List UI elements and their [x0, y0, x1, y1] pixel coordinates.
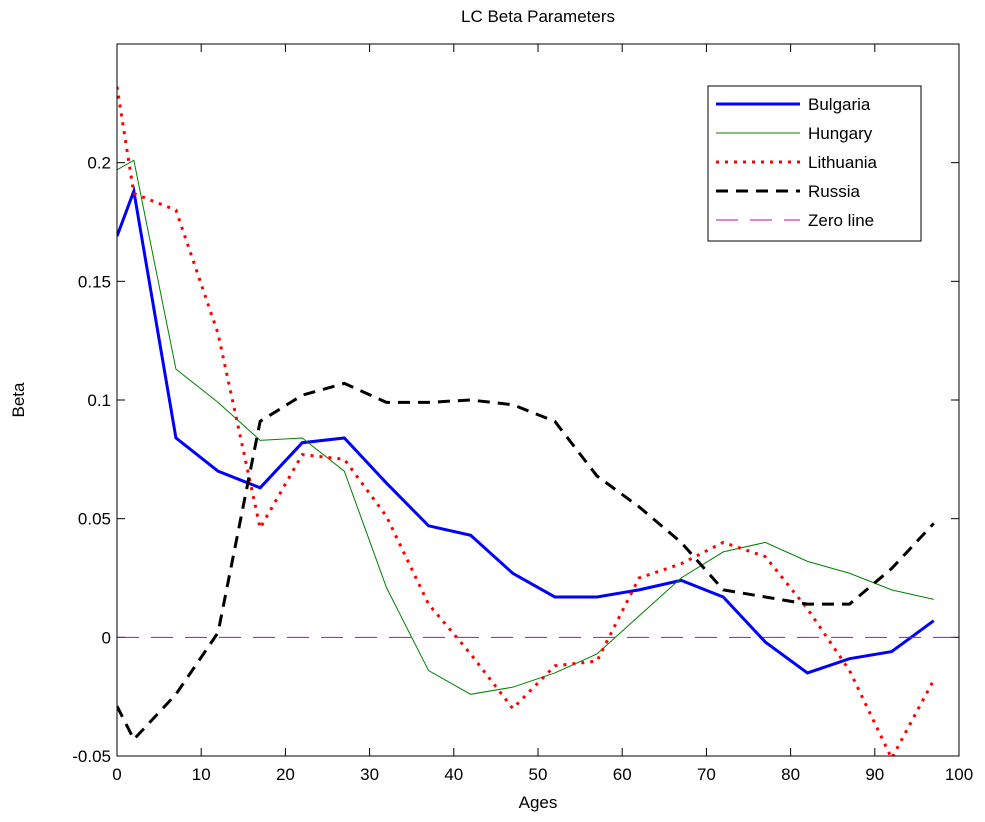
legend-label: Bulgaria	[808, 95, 871, 114]
x-tick-label: 60	[613, 765, 632, 784]
y-tick-label: 0.2	[87, 154, 111, 173]
y-tick-label: 0	[102, 628, 111, 647]
plot-frame	[116, 43, 960, 757]
series-line	[117, 381, 935, 742]
y-tick-label: 0.05	[78, 510, 111, 529]
x-axis-label: Ages	[519, 793, 558, 812]
chart-title: LC Beta Parameters	[461, 7, 615, 26]
y-axis-label: Beta	[9, 382, 28, 418]
legend-label: Zero line	[808, 211, 874, 230]
x-tick-label: 40	[444, 765, 463, 784]
x-tick-label: 100	[945, 765, 973, 784]
x-tick-label: 50	[529, 765, 548, 784]
series-line	[117, 86, 936, 756]
x-tick-label: 0	[112, 765, 121, 784]
x-tick-label: 10	[192, 765, 211, 784]
x-tick-label: 90	[865, 765, 884, 784]
legend-label: Hungary	[808, 124, 873, 143]
x-tick-label: 80	[781, 765, 800, 784]
y-tick-label: 0.1	[87, 391, 111, 410]
x-tick-label: 20	[276, 765, 295, 784]
legend-label: Lithuania	[808, 153, 878, 172]
y-tick-label: -0.05	[72, 747, 111, 766]
y-tick-label: 0.15	[78, 272, 111, 291]
series-line	[117, 185, 935, 675]
x-tick-label: 70	[697, 765, 716, 784]
legend-label: Russia	[808, 182, 861, 201]
series-line	[117, 159, 934, 695]
x-tick-label: 30	[360, 765, 379, 784]
